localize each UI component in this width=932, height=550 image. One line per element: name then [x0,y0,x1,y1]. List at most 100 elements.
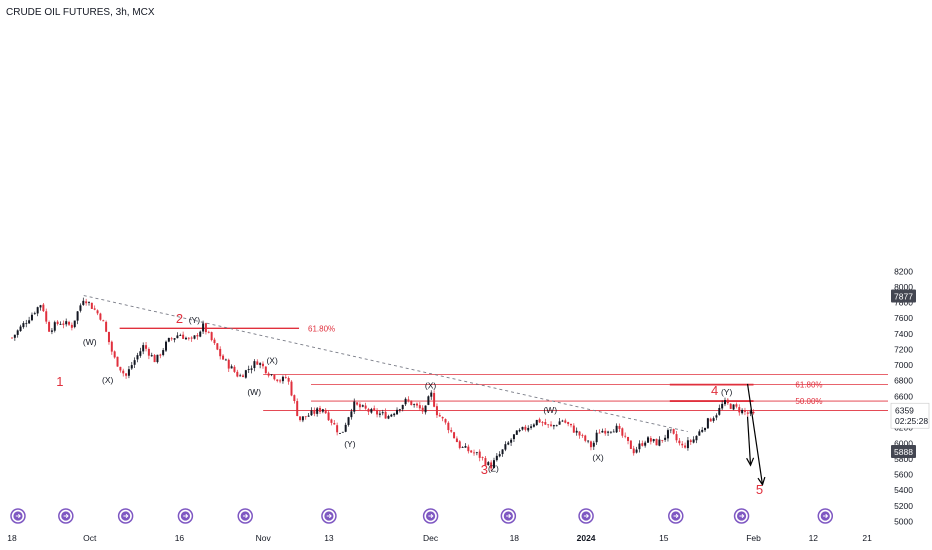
candle-body [259,363,262,365]
price-axis: 5000520054005600580060006200640066006800… [894,266,913,526]
event-arrow-glyph [673,513,679,519]
candle-body [538,419,541,423]
time-tick-label: 13 [324,533,334,543]
candle-body [344,424,347,432]
candle-body [130,365,133,369]
candle-body [147,348,150,356]
candle-body [316,408,319,414]
candle-body [253,361,256,369]
candle-body [507,442,510,445]
candle-body [427,396,430,405]
event-marker-icon[interactable] [177,508,194,524]
candle-body [102,320,105,322]
candle-body [615,425,618,433]
price-tag [891,445,916,459]
candle-body [53,322,56,331]
candle-body [752,411,755,414]
event-marker-icon[interactable] [668,508,684,524]
wave-label-minor: (W) [83,337,97,347]
candle-body [210,332,213,341]
candle-body [264,366,267,374]
candle-body [581,434,584,436]
candle-body [290,381,293,396]
candle-body [336,425,339,433]
candle-body [270,374,273,376]
candle-body [592,442,595,447]
level-label: 50.00% [795,397,822,406]
candle-body [646,437,649,443]
candle-body [473,452,476,454]
candle-body [321,409,324,412]
wave-label-minor: (W) [247,387,261,397]
wave-label-minor: (Z) [488,463,499,473]
candle-body [726,399,729,404]
candle-body [555,425,558,427]
candle-body [239,375,242,377]
candle-body [338,432,341,434]
event-arrow-glyph [506,513,512,519]
candle-body [176,335,179,339]
candle-body [236,371,239,377]
level-label: 61.80% [308,324,335,333]
candle-body [165,341,168,351]
candle-body [735,404,738,407]
wave-label-primary: 4 [711,383,718,398]
candle-body [398,409,401,411]
event-marker-icon[interactable] [500,508,517,524]
candle-body [578,431,581,436]
event-marker-icon[interactable] [578,508,594,524]
projection-arrows-layer [746,383,766,487]
time-axis: 18 Oct 16 Nov 13 Dec 18 2024 15 Feb 12 21 [7,533,872,543]
candle-body [664,437,667,440]
event-marker-icon[interactable] [422,508,439,524]
candle-body [393,413,396,416]
candle-body [418,405,421,409]
event-marker-icon[interactable] [10,508,26,524]
wave-label-primary: 2 [176,311,183,326]
event-marker-icon[interactable] [58,508,74,524]
candle-body [430,392,433,397]
event-arrow-glyph [823,513,829,519]
price-tick-label: 6800 [894,376,913,386]
candle-body [139,351,142,356]
candle-body [467,446,470,452]
price-tick-label: 7600 [894,313,913,323]
candle-body [518,429,521,432]
candle-body [438,415,441,417]
candle-body [42,304,45,312]
candle-body [532,424,535,427]
event-marker-icon[interactable] [733,508,750,524]
candle-body [184,337,187,340]
event-marker-icon[interactable] [321,508,337,524]
candle-body [307,415,310,417]
event-marker-icon[interactable] [817,508,834,524]
candle-body [367,408,370,412]
candle-body [515,430,518,435]
wave-label-primary: 5 [756,482,763,497]
candle-body [510,439,513,443]
candle-body [207,331,210,333]
candle-body [33,313,36,315]
event-marker-icon[interactable] [117,508,134,524]
candle-body [715,415,718,418]
wave-label-minor: (X) [592,453,604,463]
candle-body [93,308,96,310]
time-tick-label: 18 [510,533,520,543]
event-circle [321,508,337,524]
candle-body [30,314,33,321]
event-arrow-glyph [326,513,332,519]
candle-body [686,440,689,449]
candle-body [62,323,65,325]
wave-label-minor: (Y) [344,439,356,449]
time-tick-label: 2024 [577,533,596,543]
candle-body [458,441,461,448]
candle-body [587,440,590,442]
candle-body [704,427,707,431]
candle-body [641,443,644,446]
price-tick-label: 7000 [894,360,913,370]
candle-body [746,412,749,414]
time-tick-label: 16 [175,533,185,543]
candle-body [48,322,51,332]
event-marker-icon[interactable] [237,508,253,524]
